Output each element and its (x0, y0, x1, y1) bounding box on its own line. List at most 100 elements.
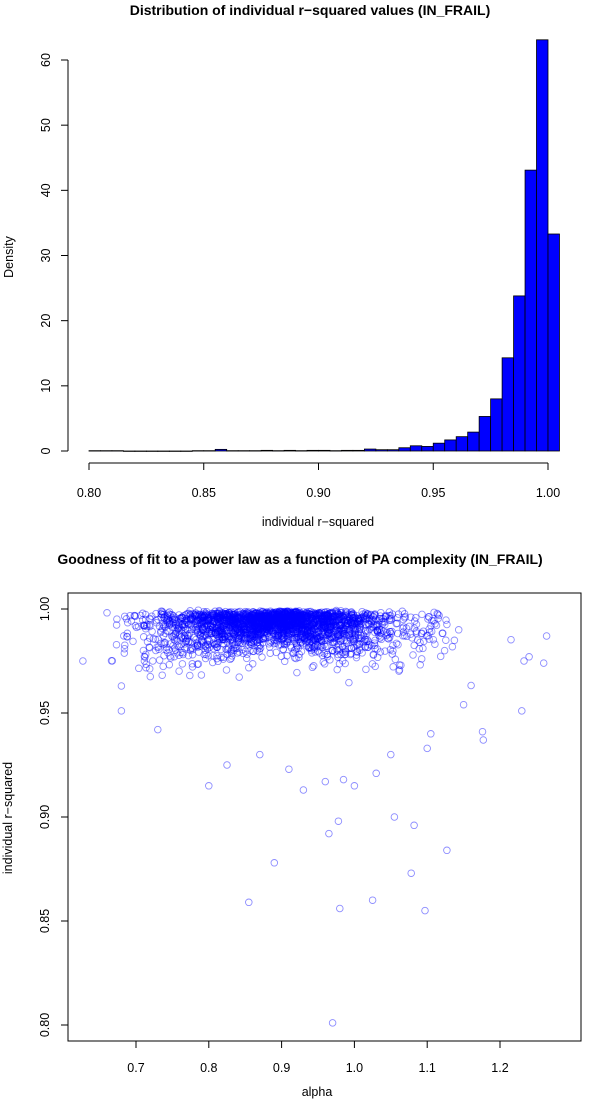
scatter-point (256, 612, 264, 620)
scatter-point (342, 639, 351, 647)
scatter-point (260, 629, 269, 637)
scatter-point (279, 629, 287, 637)
scatter-point (320, 614, 329, 623)
scatter-point (315, 609, 324, 617)
scatter-point (275, 622, 283, 631)
scatter-point (303, 636, 312, 645)
scatter-point (141, 624, 150, 633)
scatter-point (321, 608, 329, 617)
scatter-point (264, 619, 273, 627)
scatter-point (295, 623, 304, 632)
scatter-point (310, 624, 318, 633)
scatter-point (227, 608, 236, 616)
scatter-point (239, 628, 248, 636)
scatter-point (296, 609, 304, 618)
scatter-point (310, 610, 319, 619)
scatter-point (264, 623, 272, 632)
scatter-point (174, 625, 182, 634)
scatter-point (269, 629, 278, 638)
scatter-point (154, 643, 163, 651)
scatter-point (284, 613, 292, 621)
scatter-point (235, 634, 244, 642)
scatter-point (140, 652, 149, 661)
scatter-point (343, 619, 352, 627)
scatter-point (427, 622, 435, 630)
scatter-point (317, 617, 326, 626)
scatter-point (246, 613, 255, 621)
scatter-point (363, 635, 371, 644)
scatter-point (277, 613, 285, 622)
scatter-point (290, 646, 299, 654)
scatter-point (236, 638, 244, 647)
scatter-point (287, 629, 296, 638)
scatter-point (237, 627, 246, 636)
scatter-point (389, 641, 397, 650)
scatter-point (280, 622, 288, 631)
scatter-point (187, 614, 195, 623)
scatter-point (270, 859, 279, 867)
scatter-point (242, 617, 251, 626)
scatter-point (199, 616, 207, 625)
scatter-point (209, 644, 218, 653)
scatter-point (344, 616, 353, 625)
scatter-point (311, 622, 319, 630)
scatter-point (231, 613, 240, 622)
scatter-point (207, 629, 216, 638)
scatter-point (226, 620, 234, 629)
scatter-point (281, 612, 289, 621)
histogram-bar (375, 449, 388, 452)
scatter-point (302, 612, 311, 621)
scatter-point (328, 610, 337, 618)
scatter-point (175, 618, 183, 627)
scatter-point (292, 617, 300, 625)
scatter-point (266, 621, 274, 629)
scatter-point (308, 641, 316, 650)
scatter-point (265, 616, 273, 625)
scatter-point (289, 617, 297, 626)
scatter-x-tick-label: 1.0 (346, 1061, 363, 1075)
scatter-point (314, 612, 322, 620)
scatter-point (261, 618, 269, 627)
scatter-point (295, 637, 304, 646)
scatter-point (358, 649, 366, 657)
scatter-point (419, 644, 427, 653)
scatter-point (299, 611, 307, 619)
scatter-point (425, 628, 434, 636)
scatter-point (291, 629, 300, 638)
scatter-point (301, 612, 309, 620)
scatter-point (256, 610, 265, 619)
scatter-point (279, 615, 288, 623)
scatter-point (295, 653, 303, 662)
scatter-point (298, 633, 307, 641)
scatter-point (264, 623, 273, 631)
scatter-point (274, 634, 282, 642)
scatter-point (304, 617, 312, 626)
scatter-point (249, 630, 258, 639)
scatter-point (377, 626, 386, 634)
scatter-point (223, 609, 231, 618)
scatter-point (215, 613, 224, 622)
scatter-point (227, 646, 236, 654)
scatter-point (272, 631, 280, 640)
scatter-point (357, 634, 366, 642)
scatter-point (240, 626, 248, 634)
scatter-point (167, 620, 176, 628)
scatter-point (228, 619, 237, 627)
scatter-point (320, 641, 328, 649)
scatter-point (257, 614, 266, 623)
scatter-point (214, 623, 222, 632)
scatter-point (255, 618, 263, 627)
scatter-point (178, 617, 186, 626)
scatter-point (268, 624, 277, 633)
scatter-point (235, 627, 244, 635)
scatter-point (223, 611, 231, 619)
scatter-point (284, 621, 292, 630)
scatter-point (131, 611, 139, 620)
scatter-point (352, 651, 361, 659)
scatter-point (142, 660, 150, 669)
scatter-point (320, 620, 328, 628)
scatter-point (293, 627, 302, 636)
scatter-point (234, 622, 243, 631)
scatter-point (339, 626, 348, 634)
scatter-point (251, 622, 259, 630)
